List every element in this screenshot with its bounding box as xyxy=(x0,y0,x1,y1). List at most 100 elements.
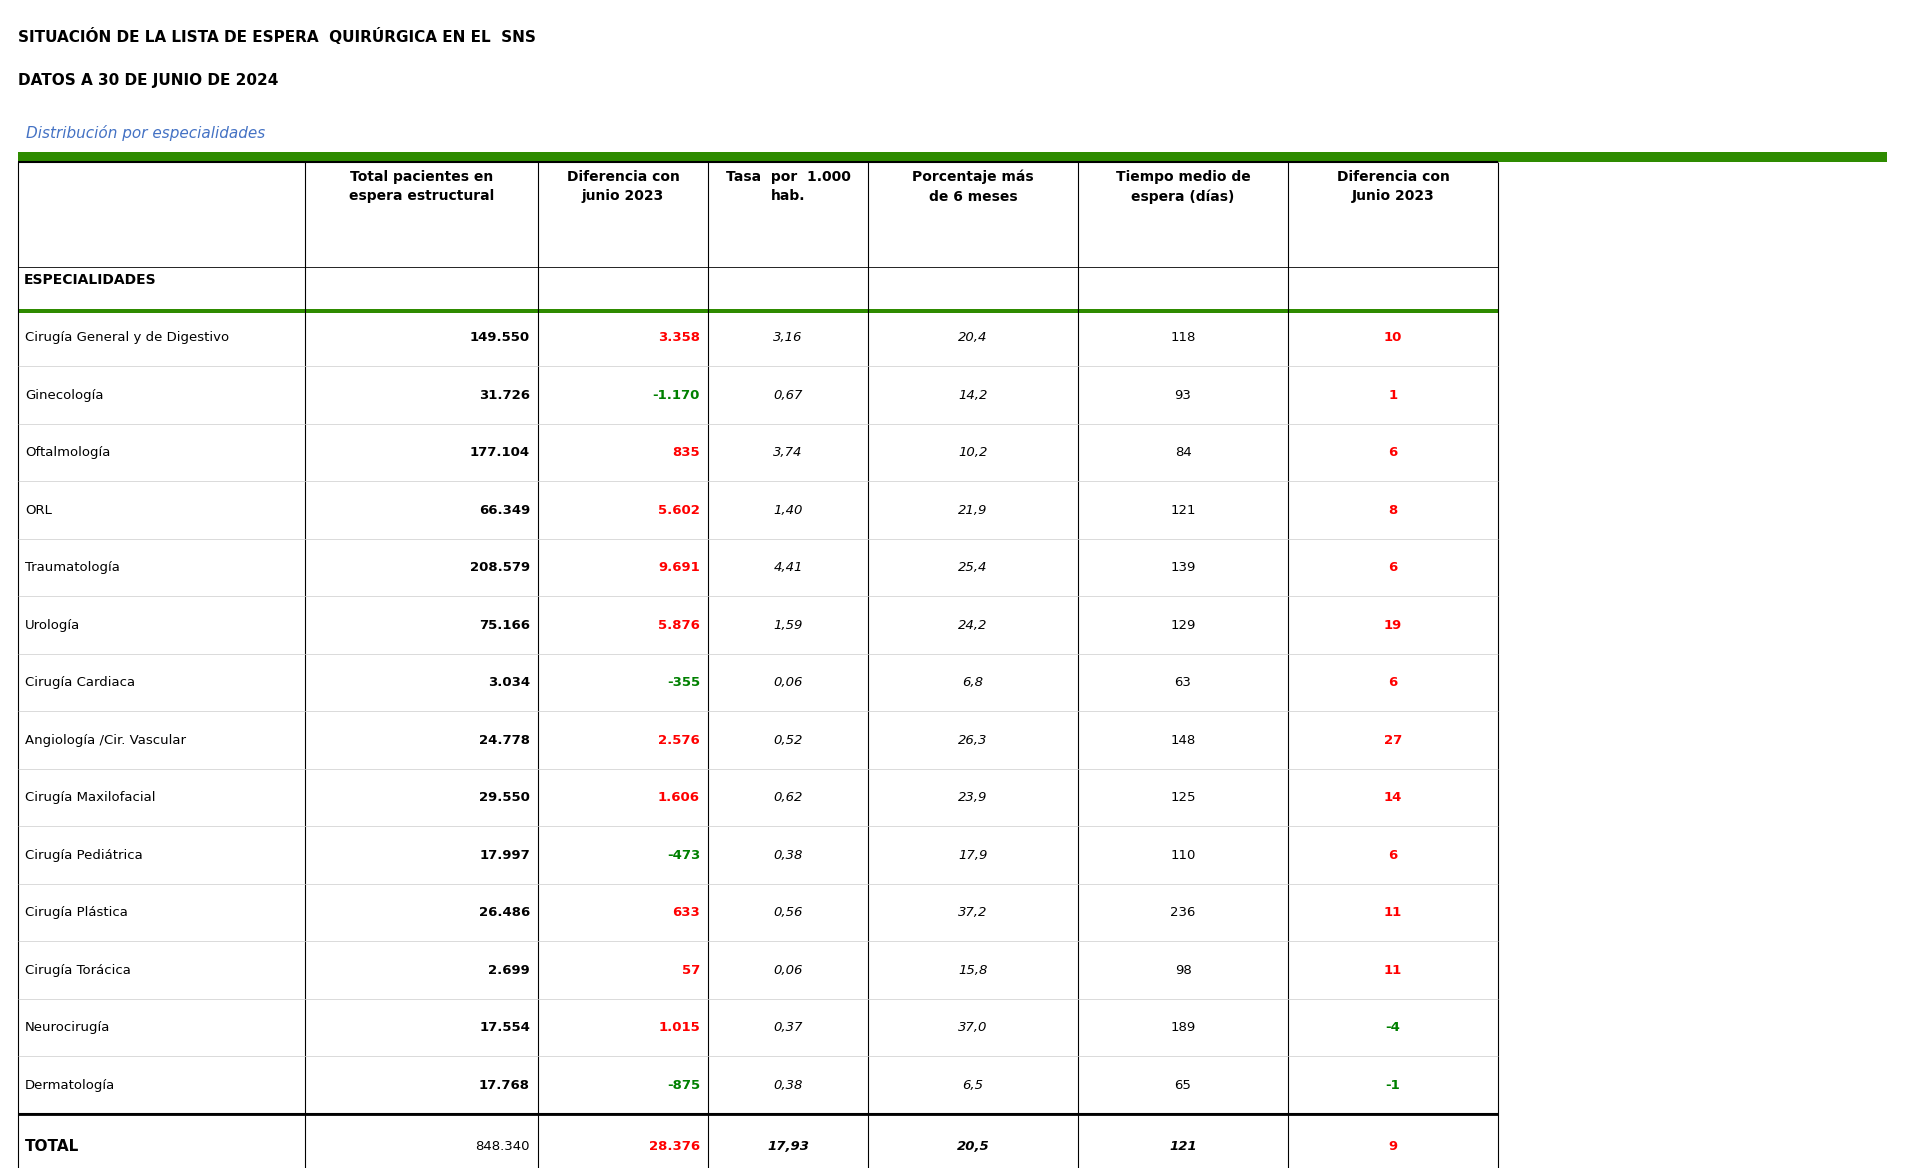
Text: 148: 148 xyxy=(1170,734,1196,746)
Text: 14: 14 xyxy=(1383,791,1402,805)
Text: 208.579: 208.579 xyxy=(471,562,530,575)
Text: Traumatología: Traumatología xyxy=(25,562,120,575)
Text: 3.034: 3.034 xyxy=(488,676,530,689)
Text: -473: -473 xyxy=(667,849,699,862)
Text: 121: 121 xyxy=(1170,1140,1196,1153)
Text: 10: 10 xyxy=(1383,332,1402,345)
Text: 11: 11 xyxy=(1383,964,1402,976)
Text: Cirugía Pediátrica: Cirugía Pediátrica xyxy=(25,849,143,862)
Text: 9: 9 xyxy=(1389,1140,1398,1153)
Text: 125: 125 xyxy=(1170,791,1196,805)
Text: ESPECIALIDADES: ESPECIALIDADES xyxy=(25,273,156,287)
Text: DATOS A 30 DE JUNIO DE 2024: DATOS A 30 DE JUNIO DE 2024 xyxy=(17,72,278,88)
Text: 6: 6 xyxy=(1389,562,1398,575)
Text: Tiempo medio de
espera (días): Tiempo medio de espera (días) xyxy=(1116,171,1250,204)
Text: Urología: Urología xyxy=(25,619,80,632)
Text: TOTAL: TOTAL xyxy=(25,1139,80,1154)
Text: 75.166: 75.166 xyxy=(478,619,530,632)
Text: 15,8: 15,8 xyxy=(958,964,987,976)
Text: 57: 57 xyxy=(682,964,699,976)
Text: 27: 27 xyxy=(1383,734,1402,746)
Text: Tasa  por  1.000
hab.: Tasa por 1.000 hab. xyxy=(726,171,850,203)
Text: Cirugía General y de Digestivo: Cirugía General y de Digestivo xyxy=(25,332,229,345)
Text: Total pacientes en
espera estructural: Total pacientes en espera estructural xyxy=(349,171,493,203)
Text: 3,16: 3,16 xyxy=(773,332,802,345)
Text: 2.699: 2.699 xyxy=(488,964,530,976)
Text: 65: 65 xyxy=(1175,1079,1191,1092)
Text: 0,37: 0,37 xyxy=(773,1021,802,1034)
Text: 2.576: 2.576 xyxy=(659,734,699,746)
Text: 6: 6 xyxy=(1389,676,1398,689)
Text: 26.486: 26.486 xyxy=(478,906,530,919)
Text: 149.550: 149.550 xyxy=(471,332,530,345)
Text: 66.349: 66.349 xyxy=(478,503,530,516)
Text: 118: 118 xyxy=(1170,332,1196,345)
Text: Diferencia con
Junio 2023: Diferencia con Junio 2023 xyxy=(1337,171,1450,203)
Text: 129: 129 xyxy=(1170,619,1196,632)
Text: 6: 6 xyxy=(1389,849,1398,862)
Text: 4,41: 4,41 xyxy=(773,562,802,575)
Text: 633: 633 xyxy=(672,906,699,919)
Text: Neurocirugía: Neurocirugía xyxy=(25,1021,110,1034)
Text: 110: 110 xyxy=(1170,849,1196,862)
Text: 1,40: 1,40 xyxy=(773,503,802,516)
Text: 835: 835 xyxy=(672,446,699,459)
Text: 37,0: 37,0 xyxy=(958,1021,987,1034)
Text: 0,06: 0,06 xyxy=(773,676,802,689)
Text: 24.778: 24.778 xyxy=(478,734,530,746)
Text: 3,74: 3,74 xyxy=(773,446,802,459)
Text: 0,38: 0,38 xyxy=(773,1079,802,1092)
Text: Ginecología: Ginecología xyxy=(25,389,103,402)
Text: 24,2: 24,2 xyxy=(958,619,987,632)
Text: 3.358: 3.358 xyxy=(657,332,699,345)
Text: 21,9: 21,9 xyxy=(958,503,987,516)
Text: 139: 139 xyxy=(1170,562,1196,575)
Text: 1: 1 xyxy=(1389,389,1398,402)
Text: 28.376: 28.376 xyxy=(650,1140,699,1153)
Text: 29.550: 29.550 xyxy=(480,791,530,805)
Text: -875: -875 xyxy=(667,1079,699,1092)
Text: Dermatología: Dermatología xyxy=(25,1079,114,1092)
Text: 8: 8 xyxy=(1389,503,1398,516)
Text: ORL: ORL xyxy=(25,503,51,516)
Text: SITUACIÓN DE LA LISTA DE ESPERA  QUIRÚRGICA EN EL  SNS: SITUACIÓN DE LA LISTA DE ESPERA QUIRÚRGI… xyxy=(17,28,535,46)
Text: 17.554: 17.554 xyxy=(480,1021,530,1034)
Text: 5.602: 5.602 xyxy=(657,503,699,516)
Text: 17,9: 17,9 xyxy=(958,849,987,862)
Text: Cirugía Torácica: Cirugía Torácica xyxy=(25,964,131,976)
Text: 6,5: 6,5 xyxy=(962,1079,983,1092)
Text: 848.340: 848.340 xyxy=(476,1140,530,1153)
Text: 1,59: 1,59 xyxy=(773,619,802,632)
Text: 9.691: 9.691 xyxy=(659,562,699,575)
Text: 0,56: 0,56 xyxy=(773,906,802,919)
Text: 236: 236 xyxy=(1170,906,1196,919)
Text: 0,52: 0,52 xyxy=(773,734,802,746)
Text: -4: -4 xyxy=(1385,1021,1400,1034)
Text: 17.997: 17.997 xyxy=(480,849,530,862)
Text: 26,3: 26,3 xyxy=(958,734,987,746)
Text: Diferencia con
junio 2023: Diferencia con junio 2023 xyxy=(566,171,680,203)
Text: Porcentaje más
de 6 meses: Porcentaje más de 6 meses xyxy=(912,171,1034,204)
Text: 121: 121 xyxy=(1170,503,1196,516)
Text: 1.606: 1.606 xyxy=(657,791,699,805)
Text: 1.015: 1.015 xyxy=(659,1021,699,1034)
Text: 37,2: 37,2 xyxy=(958,906,987,919)
Text: 23,9: 23,9 xyxy=(958,791,987,805)
Text: -1: -1 xyxy=(1385,1079,1400,1092)
Text: 0,06: 0,06 xyxy=(773,964,802,976)
Text: 5.876: 5.876 xyxy=(657,619,699,632)
Text: Oftalmología: Oftalmología xyxy=(25,446,110,459)
Text: 17,93: 17,93 xyxy=(768,1140,810,1153)
Text: 25,4: 25,4 xyxy=(958,562,987,575)
Text: 93: 93 xyxy=(1175,389,1191,402)
Text: Cirugía Plástica: Cirugía Plástica xyxy=(25,906,128,919)
Text: -355: -355 xyxy=(667,676,699,689)
Text: 98: 98 xyxy=(1175,964,1191,976)
Text: 189: 189 xyxy=(1170,1021,1196,1034)
Text: Angiología /Cir. Vascular: Angiología /Cir. Vascular xyxy=(25,734,187,746)
Text: 31.726: 31.726 xyxy=(478,389,530,402)
Text: 0,62: 0,62 xyxy=(773,791,802,805)
Text: 6: 6 xyxy=(1389,446,1398,459)
Text: 20,5: 20,5 xyxy=(956,1140,989,1153)
Text: 19: 19 xyxy=(1383,619,1402,632)
